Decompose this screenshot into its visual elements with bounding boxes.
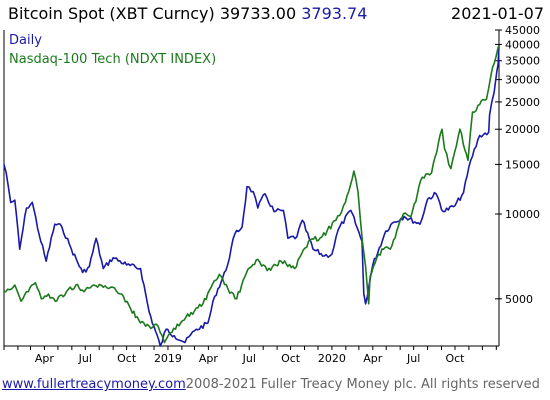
x-tick-label: Apr — [363, 352, 383, 365]
x-tick-label: Oct — [281, 352, 301, 365]
x-tick-label: Oct — [445, 352, 465, 365]
y-tick-label: 45000 — [505, 24, 540, 37]
x-tick-label: 2019 — [154, 352, 182, 365]
series-line-nasdaq — [4, 45, 500, 344]
price-value: 39733.00 — [219, 4, 297, 23]
x-tick-label: Jul — [78, 352, 92, 365]
series-line-bitcoin — [3, 45, 500, 347]
legend-item-nasdaq: Nasdaq-100 Tech (NDXT INDEX) — [9, 52, 217, 67]
price-change: 3793.74 — [301, 4, 368, 23]
chart-date: 2021-01-07 — [451, 4, 544, 23]
legend-item-daily: Daily — [9, 33, 42, 48]
x-tick-label: Jul — [242, 352, 256, 365]
y-tick-label: 20000 — [505, 123, 540, 136]
y-tick-label: 25000 — [505, 96, 540, 109]
x-tick-label: Jul — [406, 352, 420, 365]
chart-header: Bitcoin Spot (XBT Curncy) 39733.00 3793.… — [8, 4, 367, 23]
x-tick-label: Apr — [35, 352, 55, 365]
y-tick-label: 40000 — [505, 38, 540, 51]
y-tick-label: 10000 — [505, 208, 540, 221]
x-tick-label: Apr — [199, 352, 219, 365]
x-tick-label: 2020 — [318, 352, 346, 365]
footer-link[interactable]: www.fullertreacymoney.com — [2, 377, 186, 392]
footer-copyright: 2008-2021 Fuller Treacy Money plc. All r… — [185, 377, 540, 392]
x-tick-label: Oct — [117, 352, 137, 365]
y-tick-label: 30000 — [505, 74, 540, 87]
y-tick-label: 35000 — [505, 55, 540, 68]
y-tick-label: 5000 — [505, 293, 533, 306]
chart-title: Bitcoin Spot (XBT Curncy) — [8, 4, 215, 23]
footer: www.fullertreacymoney.com2008-2021 Fulle… — [2, 377, 540, 392]
y-tick-label: 15000 — [505, 158, 540, 171]
